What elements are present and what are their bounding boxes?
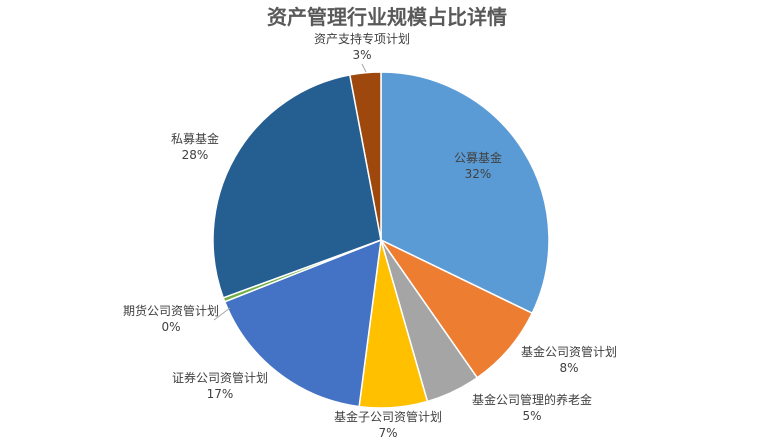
slice-label-name: 证券公司资管计划 <box>172 370 268 385</box>
pie-slice-0 <box>380 71 550 315</box>
slice-label-6: 私募基金 28% <box>171 131 219 162</box>
slice-label-percent: 7% <box>378 426 397 440</box>
slice-label-percent: 8% <box>559 361 578 375</box>
slice-label-name: 基金公司资管计划 <box>521 344 617 359</box>
leader-line-5 <box>213 307 231 321</box>
slice-label-7: 资产支持专项计划 3% <box>314 31 410 62</box>
slice-label-name: 基金公司管理的养老金 <box>472 392 592 407</box>
slice-label-percent: 28% <box>182 148 209 162</box>
slice-label-percent: 32% <box>465 167 492 181</box>
slice-label-3: 基金子公司资管计划 7% <box>334 409 442 440</box>
pie-slices <box>212 71 550 409</box>
slice-label-name: 基金子公司资管计划 <box>334 409 442 424</box>
chart-title: 资产管理行业规模占比详情 <box>267 5 507 29</box>
slice-label-percent: 0% <box>161 320 180 334</box>
slice-label-name: 公募基金 <box>454 150 502 165</box>
slice-label-4: 证券公司资管计划 17% <box>172 370 268 401</box>
slice-label-5: 期货公司资管计划 0% <box>123 303 219 334</box>
slice-label-2: 基金公司管理的养老金 5% <box>472 392 592 423</box>
slice-label-name: 期货公司资管计划 <box>123 303 219 318</box>
slice-label-0: 公募基金 32% <box>454 150 502 181</box>
pie-slice-6 <box>212 74 382 299</box>
leader-line-7 <box>361 63 367 73</box>
slice-labels: 公募基金 32% 基金公司资管计划 8% 基金公司管理的养老金 5% 基金子公司资管计划 7%… <box>123 31 617 440</box>
slice-label-name: 资产支持专项计划 <box>314 31 410 46</box>
pie-slice-4 <box>223 238 382 408</box>
leader-lines <box>213 63 367 321</box>
slice-label-percent: 5% <box>522 409 541 423</box>
slice-label-percent: 3% <box>352 48 371 62</box>
slice-label-percent: 17% <box>207 387 234 401</box>
pie-slice-7 <box>348 71 382 241</box>
slice-label-1: 基金公司资管计划 8% <box>521 344 617 375</box>
slice-label-name: 私募基金 <box>171 131 219 146</box>
